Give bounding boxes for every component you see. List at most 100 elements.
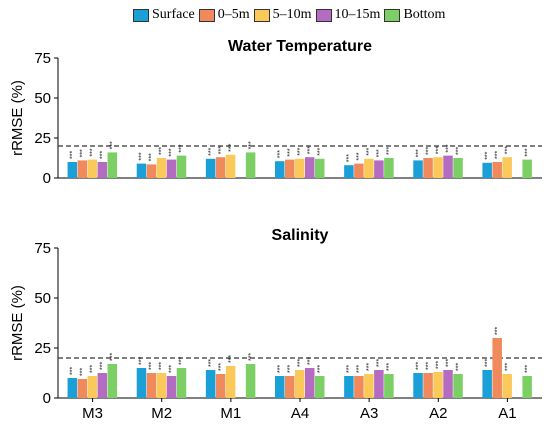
legend-item-surface: Surface: [133, 7, 195, 23]
significance-label: ***: [504, 146, 511, 154]
significance-label: ***: [100, 362, 107, 370]
significance-label: ***: [149, 153, 156, 161]
significance-label: ***: [366, 363, 373, 371]
bar: [97, 373, 108, 398]
x-tick-label: M1: [220, 405, 241, 422]
significance-label: ***: [90, 148, 97, 156]
significance-label: ***: [277, 150, 284, 158]
significance-label: ***: [287, 365, 294, 373]
bar: [225, 366, 236, 398]
bar: [285, 376, 295, 398]
bar: [87, 376, 98, 398]
significance-label: ***: [346, 154, 353, 162]
bar: [522, 159, 532, 178]
y-tick-label: 25: [34, 130, 51, 147]
bar: [354, 376, 364, 398]
bar: [146, 373, 157, 398]
bar: [413, 160, 423, 178]
bar: [344, 165, 354, 178]
bar: [522, 376, 532, 398]
x-tick-label: A4: [291, 405, 309, 422]
y-tick-label: 75: [34, 240, 51, 257]
bar: [374, 160, 384, 178]
x-tick-label: M3: [82, 405, 103, 422]
significance-label: ***: [435, 361, 442, 369]
significance-label: ***: [317, 365, 324, 373]
significance-label: ***: [80, 149, 87, 157]
bar: [453, 374, 463, 398]
significance-label: ***: [297, 359, 304, 367]
bar: [492, 162, 502, 178]
bar: [305, 368, 315, 398]
significance-label: ***: [110, 353, 117, 361]
y-axis-label: rRMSE (%): [9, 80, 26, 156]
bar: [215, 374, 226, 398]
x-tick-label: A3: [360, 405, 378, 422]
significance-label: ***: [356, 365, 363, 373]
bar: [107, 152, 118, 178]
bar: [166, 159, 177, 178]
significance-label: ***: [169, 365, 176, 373]
y-tick-label: 50: [34, 290, 51, 307]
significance-label: ***: [297, 147, 304, 155]
significance-label: ***: [425, 362, 432, 370]
y-tick-label: 75: [34, 50, 51, 67]
significance-label: ***: [484, 359, 491, 367]
significance-label: ***: [159, 147, 166, 155]
legend-label: 10–15m: [334, 7, 381, 22]
legend-swatch: [253, 8, 270, 22]
legend-item-5-10m: 5–10m: [253, 7, 312, 23]
bar: [502, 374, 512, 398]
bar: [423, 373, 433, 398]
bar: [176, 368, 187, 398]
bar: [107, 364, 118, 398]
bar: [384, 374, 394, 398]
significance-label: ***: [484, 151, 491, 159]
significance-label: ***: [139, 357, 146, 365]
y-axis-label: rRMSE (%): [9, 285, 26, 361]
significance-label: ***: [494, 151, 501, 159]
significance-label: ***: [218, 363, 225, 371]
significance-label: ***: [425, 147, 432, 155]
significance-label: ***: [307, 146, 314, 154]
significance-label: ***: [139, 152, 146, 160]
bar: [77, 160, 88, 178]
significance-label: ***: [386, 363, 393, 371]
significance-label: ***: [494, 327, 501, 335]
bar: [315, 158, 325, 178]
bar: [364, 374, 374, 398]
bar: [315, 376, 325, 398]
significance-label: ***: [415, 149, 422, 157]
bar: [245, 152, 256, 178]
significance-label: ***: [179, 144, 186, 152]
y-tick-label: 25: [34, 340, 51, 357]
y-tick-label: 0: [43, 170, 51, 187]
bar: [275, 161, 285, 178]
legend-item-10-15m: 10–15m: [315, 7, 381, 23]
bar: [136, 163, 147, 178]
bar: [502, 157, 512, 178]
bar: [97, 162, 108, 178]
chart-title: Water Temperature: [228, 38, 372, 55]
bar: [136, 368, 147, 398]
significance-label: ***: [376, 359, 383, 367]
significance-label: ***: [208, 147, 215, 155]
significance-label: ***: [208, 359, 215, 367]
significance-label: ***: [248, 141, 255, 149]
significance-label: ***: [455, 147, 462, 155]
legend-item-0-5m: 0–5m: [198, 7, 250, 23]
bar: [275, 376, 285, 398]
significance-label: ***: [228, 355, 235, 363]
bar: [423, 158, 433, 178]
significance-label: ***: [415, 362, 422, 370]
bar: [215, 157, 226, 178]
significance-label: ***: [524, 365, 531, 373]
significance-label: ***: [110, 141, 117, 149]
bar: [384, 158, 394, 178]
legend-swatch: [133, 8, 149, 22]
bar: [295, 158, 305, 178]
significance-label: ***: [445, 144, 452, 152]
significance-label: ***: [70, 151, 77, 159]
bar: [374, 370, 384, 398]
